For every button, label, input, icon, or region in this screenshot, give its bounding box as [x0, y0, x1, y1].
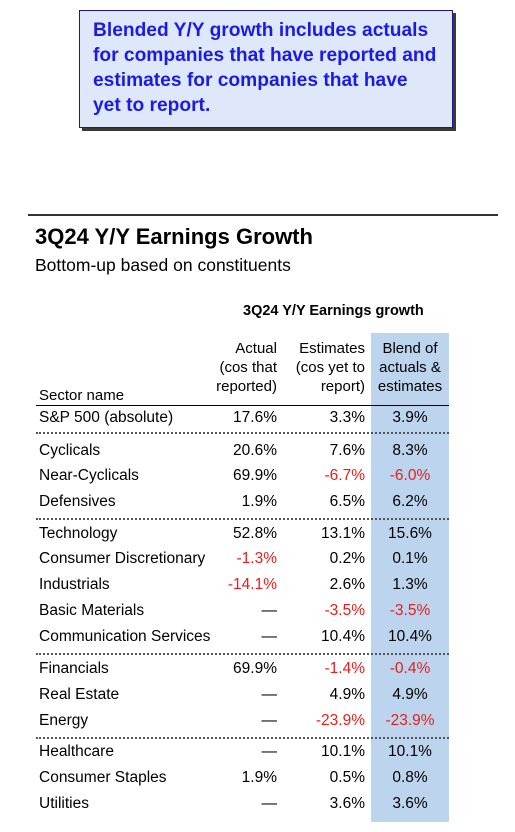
sector-name-cell: Healthcare — [39, 743, 114, 760]
callout-line: for companies that have reported and — [93, 45, 437, 66]
table-row: Cyclicals 20.6% 7.6% 8.3% — [0, 439, 515, 463]
sector-name-cell: Communication Services — [39, 628, 211, 645]
header-divider — [36, 405, 449, 406]
blend-cell: 10.1% — [388, 743, 432, 760]
table-row: Energy — -23.9% -23.9% — [0, 709, 515, 733]
estimates-cell: -23.9% — [315, 712, 365, 729]
table-row: Basic Materials — -3.5% -3.5% — [0, 599, 515, 623]
header-estimates: Estimates (cos yet to report) — [295, 340, 365, 395]
sector-name-cell: Consumer Discretionary — [39, 550, 206, 567]
actual-cell: — — [261, 743, 278, 760]
sector-name-cell: S&P 500 (absolute) — [39, 409, 174, 426]
sector-name-cell: Defensives — [39, 493, 116, 510]
estimates-cell: 0.2% — [329, 550, 365, 567]
table-row: Consumer Staples 1.9% 0.5% 0.8% — [0, 766, 515, 790]
header-blend: Blend of actuals & estimates — [377, 340, 443, 395]
actual-cell: — — [261, 628, 278, 645]
actual-cell: — — [261, 795, 278, 812]
callout-box: Blended Y/Y growth includes actuals for … — [79, 10, 453, 128]
sector-name-cell: Utilities — [39, 795, 89, 812]
sector-name-cell: Technology — [39, 525, 118, 542]
actual-cell: 69.9% — [233, 467, 277, 484]
blend-cell: 6.2% — [392, 493, 428, 510]
page-subtitle: Bottom-up based on constituents — [35, 255, 291, 275]
section-divider — [36, 653, 449, 655]
callout-line: yet to report. — [93, 95, 211, 116]
actual-cell: -14.1% — [227, 576, 277, 593]
sector-name-cell: Cyclicals — [39, 442, 101, 459]
estimates-cell: 3.3% — [329, 409, 365, 426]
actual-cell: 20.6% — [233, 442, 277, 459]
header-sector-name: Sector name — [39, 387, 125, 404]
actual-cell: 1.9% — [241, 769, 277, 786]
page-title: 3Q24 Y/Y Earnings Growth — [35, 224, 313, 249]
sector-name-cell: Basic Materials — [39, 602, 145, 619]
actual-cell: — — [261, 686, 278, 703]
blend-cell: 15.6% — [388, 525, 432, 542]
estimates-cell: 6.5% — [329, 493, 365, 510]
callout-line: Blended Y/Y growth includes actuals — [93, 20, 429, 41]
estimates-cell: 0.5% — [329, 769, 365, 786]
blend-cell: -23.9% — [385, 712, 435, 729]
estimates-cell: 10.1% — [321, 743, 365, 760]
table-row: Industrials -14.1% 2.6% 1.3% — [0, 573, 515, 597]
estimates-cell: 7.6% — [329, 442, 365, 459]
blend-column-highlight — [371, 333, 449, 822]
blend-cell: 3.9% — [392, 409, 428, 426]
table-row: Financials 69.9% -1.4% -0.4% — [0, 657, 515, 681]
table-row: Defensives 1.9% 6.5% 6.2% — [0, 490, 515, 514]
estimates-cell: 13.1% — [321, 525, 365, 542]
table-row: Real Estate — 4.9% 4.9% — [0, 683, 515, 707]
actual-cell: — — [261, 602, 278, 619]
actual-cell: 52.8% — [233, 525, 277, 542]
actual-cell: 1.9% — [241, 493, 277, 510]
estimates-cell: -1.4% — [324, 660, 366, 677]
table-row: Near-Cyclicals 69.9% -6.7% -6.0% — [0, 464, 515, 488]
table-row: Communication Services — 10.4% 10.4% — [0, 625, 515, 649]
sector-name-cell: Industrials — [39, 576, 110, 593]
blend-cell: 10.4% — [388, 628, 432, 645]
estimates-cell: 3.6% — [329, 795, 365, 812]
sector-name-cell: Energy — [39, 712, 89, 729]
blend-cell: -6.0% — [389, 467, 431, 484]
actual-cell: 17.6% — [233, 409, 277, 426]
sector-name-cell: Financials — [39, 660, 109, 677]
section-divider — [36, 518, 449, 520]
blend-cell: 0.8% — [392, 769, 428, 786]
header-actual: Actual (cos that reported) — [216, 340, 277, 395]
blend-cell: 3.6% — [392, 795, 428, 812]
table-row: Healthcare — 10.1% 10.1% — [0, 740, 515, 764]
actual-cell: — — [261, 712, 278, 729]
blend-cell: 1.3% — [392, 576, 428, 593]
table-row: Consumer Discretionary -1.3% 0.2% 0.1% — [0, 547, 515, 571]
estimates-cell: 4.9% — [329, 686, 365, 703]
estimates-cell: 2.6% — [329, 576, 365, 593]
table-group-title: 3Q24 Y/Y Earnings growth — [243, 303, 424, 319]
blend-cell: 8.3% — [392, 442, 428, 459]
title-divider — [28, 214, 498, 216]
sector-name-cell: Real Estate — [39, 686, 120, 703]
table-row: S&P 500 (absolute) 17.6% 3.3% 3.9% — [0, 406, 515, 430]
actual-cell: 69.9% — [233, 660, 277, 677]
blend-cell: -3.5% — [389, 602, 431, 619]
callout-line: estimates for companies that have — [93, 70, 408, 91]
actual-cell: -1.3% — [236, 550, 278, 567]
estimates-cell: -3.5% — [324, 602, 366, 619]
table-row: Technology 52.8% 13.1% 15.6% — [0, 522, 515, 546]
blend-cell: 0.1% — [392, 550, 428, 567]
section-divider — [36, 432, 449, 434]
estimates-cell: 10.4% — [321, 628, 365, 645]
blend-cell: -0.4% — [389, 660, 431, 677]
sector-name-cell: Consumer Staples — [39, 769, 167, 786]
estimates-cell: -6.7% — [324, 467, 366, 484]
table-row: Utilities — 3.6% 3.6% — [0, 792, 515, 816]
blend-cell: 4.9% — [392, 686, 428, 703]
section-divider — [36, 737, 449, 739]
sector-name-cell: Near-Cyclicals — [39, 467, 139, 484]
